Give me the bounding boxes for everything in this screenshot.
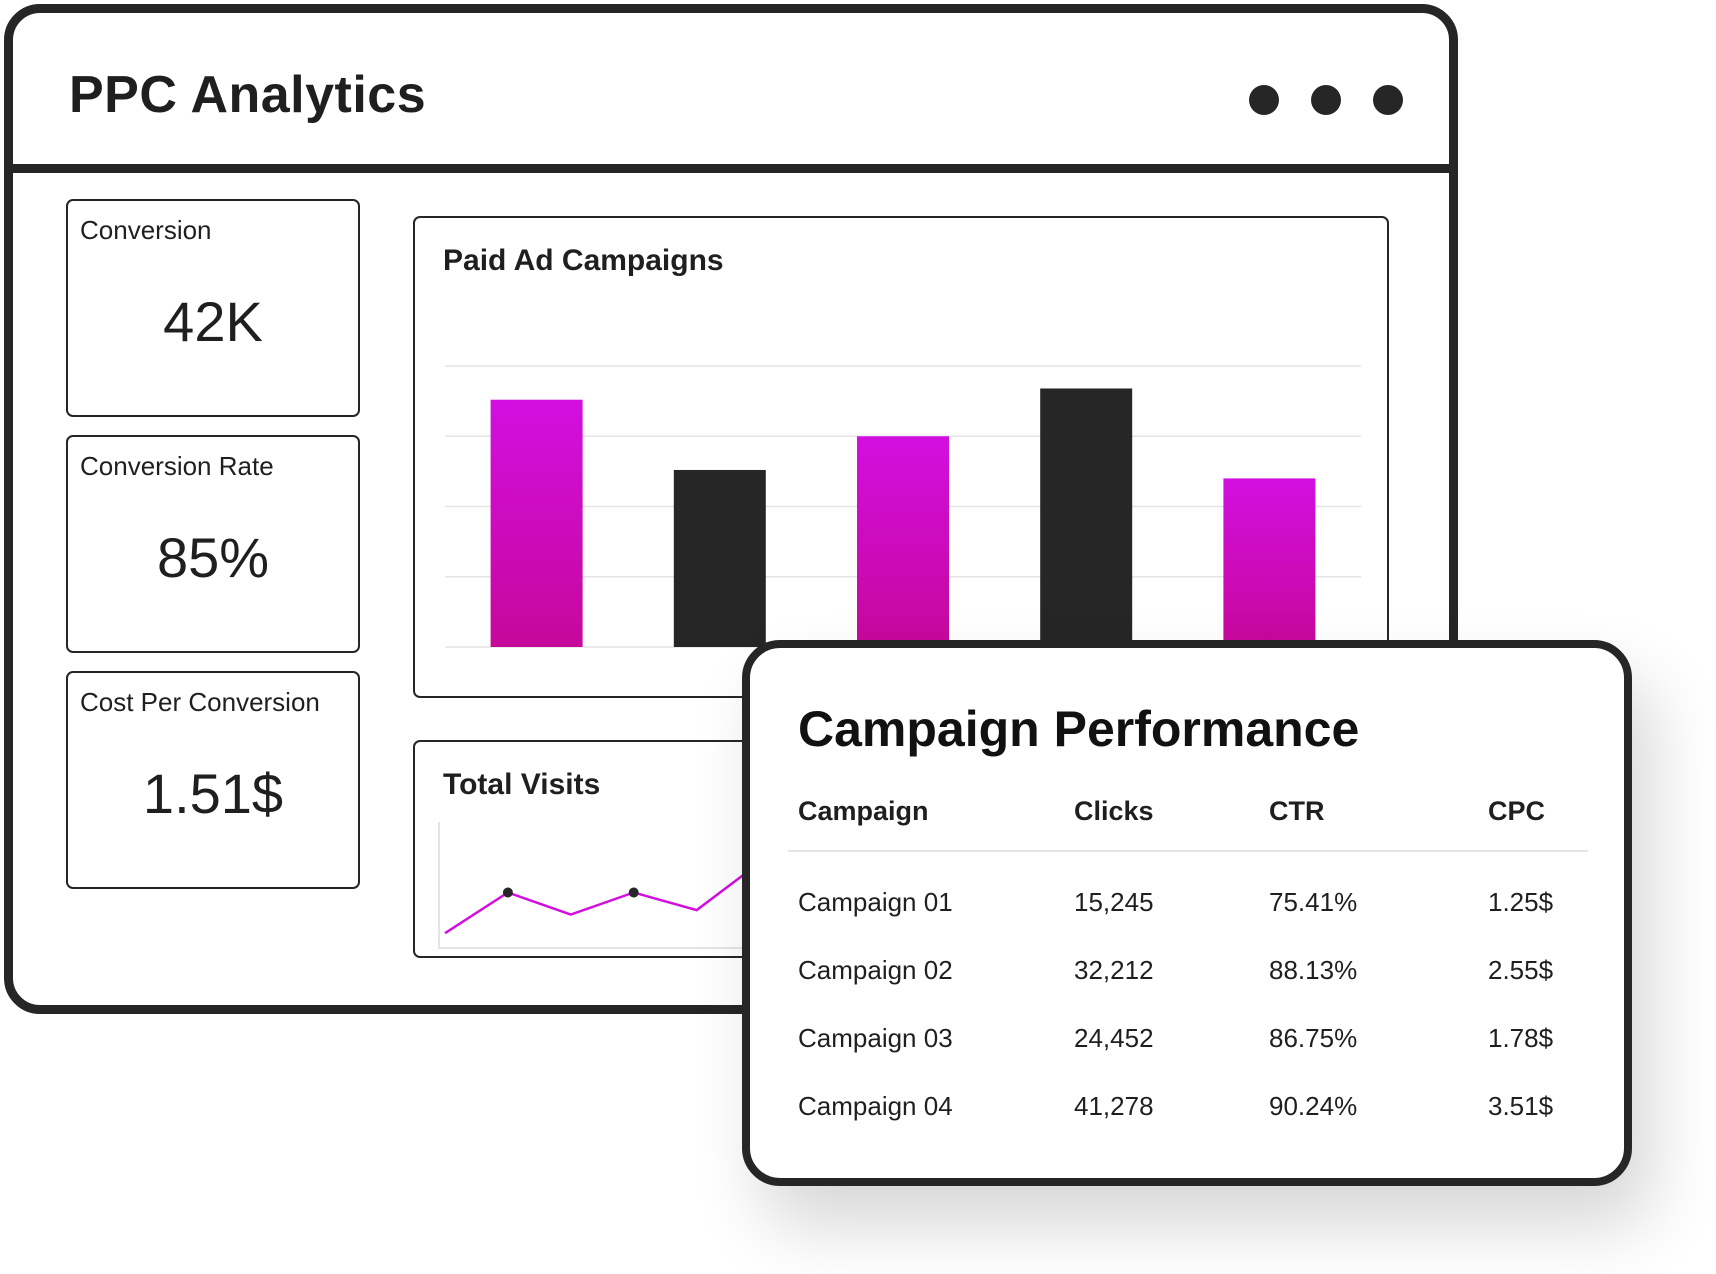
stat-label: Conversion Rate	[80, 451, 274, 481]
window-controls	[1249, 85, 1403, 115]
stat-card-conversion[interactable]: Conversion 42K	[66, 199, 360, 417]
column-header-cpc[interactable]: CPC	[1488, 796, 1546, 826]
performance-title: Campaign Performance	[798, 701, 1360, 757]
cell-cpc: 3.51$	[1488, 1090, 1554, 1121]
cell-campaign: Campaign 03	[798, 1022, 953, 1053]
menu-dot-icon[interactable]	[1373, 85, 1403, 115]
cell-clicks: 15,245	[1074, 886, 1154, 917]
menu-dot-icon[interactable]	[1311, 85, 1341, 115]
table-row[interactable]: Campaign 01 15,245 75.41% 1.25$	[788, 868, 1588, 936]
cell-ctr: 86.75%	[1269, 1022, 1358, 1053]
cell-cpc: 1.25$	[1488, 886, 1554, 917]
cell-cpc: 2.55$	[1488, 954, 1554, 985]
cell-campaign: Campaign 04	[798, 1090, 953, 1121]
bar-5[interactable]	[1223, 478, 1316, 647]
cell-clicks: 24,452	[1074, 1022, 1154, 1053]
cell-clicks: 41,278	[1074, 1090, 1154, 1121]
column-header-campaign[interactable]: Campaign	[798, 796, 929, 826]
cell-campaign: Campaign 02	[798, 954, 953, 985]
performance-table: Campaign Clicks CTR CPC Campaign 01 15,2…	[788, 796, 1588, 1140]
table-header: Campaign Clicks CTR CPC	[788, 796, 1588, 852]
stat-value: 85%	[156, 526, 270, 589]
paid-ad-campaigns-card[interactable]: Paid Ad Campaigns	[413, 216, 1389, 698]
cell-ctr: 90.24%	[1269, 1090, 1358, 1121]
point-3[interactable]	[628, 887, 639, 898]
cell-campaign: Campaign 01	[798, 886, 953, 917]
cell-ctr: 75.41%	[1269, 886, 1358, 917]
stat-value: 42K	[163, 290, 263, 353]
table-row[interactable]: Campaign 04 41,278 90.24% 3.51$	[788, 1072, 1588, 1140]
point-1[interactable]	[502, 887, 513, 898]
stat-label: Conversion	[80, 215, 212, 245]
menu-dot-icon[interactable]	[1249, 85, 1279, 115]
campaign-performance-card: Campaign Performance Campaign Clicks CTR…	[742, 640, 1632, 1186]
stat-card-cost-per-conversion[interactable]: Cost Per Conversion 1.51$	[66, 671, 360, 889]
app-title: PPC Analytics	[69, 66, 427, 124]
stat-value: 1.51$	[142, 762, 284, 825]
title-bar: PPC Analytics	[13, 13, 1449, 173]
bar-3[interactable]	[857, 436, 949, 647]
stat-card-conversion-rate[interactable]: Conversion Rate 85%	[66, 435, 360, 653]
cell-cpc: 1.78$	[1488, 1022, 1554, 1053]
cell-clicks: 32,212	[1074, 954, 1154, 985]
chart-title: Paid Ad Campaigns	[443, 244, 724, 277]
bar-4[interactable]	[1040, 388, 1133, 647]
bar-chart	[445, 365, 1361, 648]
column-header-ctr[interactable]: CTR	[1269, 796, 1325, 826]
chart-title: Total Visits	[443, 768, 601, 801]
column-header-clicks[interactable]: Clicks	[1074, 796, 1154, 826]
stat-label: Cost Per Conversion	[80, 687, 320, 717]
chart-axis	[438, 822, 835, 949]
table-row[interactable]: Campaign 02 32,212 88.13% 2.55$	[788, 936, 1588, 1004]
bar-2[interactable]	[673, 469, 766, 647]
cell-ctr: 88.13%	[1269, 954, 1358, 985]
bar-1[interactable]	[490, 399, 583, 647]
table-row[interactable]: Campaign 03 24,452 86.75% 1.78$	[788, 1004, 1588, 1072]
